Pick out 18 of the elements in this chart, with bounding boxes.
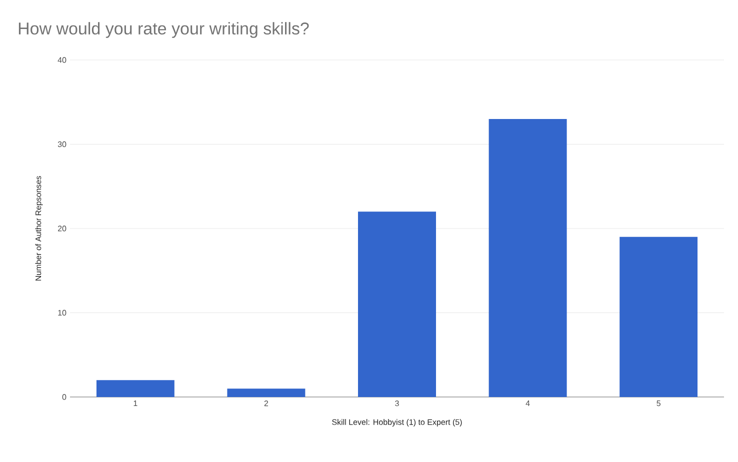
x-axis-title: Skill Level: Hobbyist (1) to Expert (5): [332, 419, 462, 427]
y-tick-label: 30: [58, 141, 66, 148]
y-axis-title: Number of Author Repsonses: [35, 176, 43, 281]
y-tick-label: 40: [58, 57, 66, 63]
x-tick-label: 1: [134, 400, 138, 406]
y-tick-label: 10: [58, 310, 66, 316]
bar: [96, 380, 174, 397]
y-tick-label: 20: [58, 226, 66, 232]
x-tick-label: 4: [526, 400, 530, 406]
bar: [227, 388, 306, 397]
x-tick-label: 3: [395, 400, 399, 406]
chart-title: How would you rate your writing skills?: [18, 22, 309, 38]
y-tick-label: 0: [62, 394, 66, 400]
bar: [358, 212, 436, 397]
bar: [620, 236, 698, 397]
x-tick-label: 2: [264, 400, 268, 406]
x-tick-label: 5: [656, 400, 660, 406]
bar: [488, 118, 567, 397]
